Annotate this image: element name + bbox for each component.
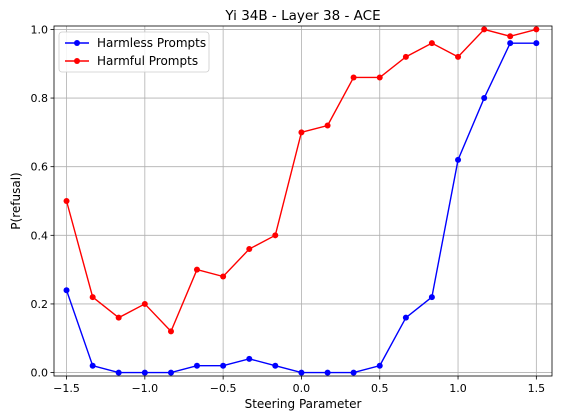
legend: Harmless Prompts Harmful Prompts — [58, 31, 210, 73]
harmless-prompts-point — [533, 40, 540, 47]
x-tick-label: −1.5 — [53, 382, 80, 395]
harmless-prompts-point — [63, 287, 70, 294]
harmful-prompts-point — [481, 26, 488, 33]
harmless-prompts-point — [220, 362, 227, 369]
harmful-prompts-point — [507, 33, 514, 40]
x-tick-label: 0.0 — [293, 382, 311, 395]
harmful-prompts-point — [63, 198, 70, 204]
x-tick-label: 1.5 — [528, 382, 546, 395]
plot-frame — [53, 25, 553, 377]
harmless-prompts-point — [193, 362, 200, 369]
harmful-prompts-point — [298, 129, 305, 136]
harmless-prompts-point — [428, 294, 435, 301]
harmful-prompts-point — [455, 53, 462, 60]
harmful-prompts-point — [402, 53, 409, 60]
harmless-prompts-point — [402, 314, 409, 321]
harmless-prompts-point — [324, 369, 331, 376]
y-axis-label: P(refusal) — [9, 172, 23, 229]
harmful-prompts-point — [220, 273, 227, 280]
x-tick-label: 0.5 — [371, 382, 389, 395]
legend-label-harmful-prompts: Harmful Prompts — [97, 54, 198, 68]
harmful-prompts-point — [193, 266, 200, 273]
harmless-prompts-point — [115, 369, 122, 376]
harmful-prompts-point — [376, 74, 383, 81]
harmless-prompts-point — [455, 156, 462, 163]
harmless-prompts-point — [298, 369, 305, 376]
y-tick-label: 0.0 — [31, 367, 49, 380]
harmful-prompts-point — [428, 40, 435, 47]
harmless-prompts-point — [141, 369, 148, 376]
y-tick-label: 0.8 — [31, 92, 49, 105]
harmful-prompts-point — [324, 122, 331, 129]
legend-marker-harmful-prompts — [74, 58, 80, 64]
axis-ticks: −1.5 −1.0 −0.5 0.0 0.5 1.0 1.5 0.0 0.2 0.4 0.6 0.8 1… — [31, 23, 546, 395]
harmful-prompts-point — [246, 246, 253, 253]
x-axis-label: Steering Parameter — [245, 397, 362, 411]
harmless-prompts-point — [246, 355, 253, 362]
harmful-prompts-point — [533, 26, 540, 33]
harmful-prompts-point — [350, 74, 357, 81]
harmful-prompts-point — [272, 232, 279, 239]
harmless-prompts-point — [89, 362, 96, 369]
harmful-prompts-point — [167, 328, 174, 335]
harmless-prompts-point — [272, 362, 279, 369]
legend-label-harmless-prompts: Harmless Prompts — [97, 36, 206, 50]
x-tick-label: −1.0 — [131, 382, 158, 395]
series-layer — [63, 26, 540, 376]
x-tick-label: 1.0 — [449, 382, 467, 395]
harmful-prompts-point — [141, 300, 148, 307]
harmless-prompts-point — [350, 369, 357, 376]
harmless-prompts-point — [167, 369, 174, 376]
legend-box — [58, 31, 210, 73]
harmless-prompts-point — [481, 95, 488, 102]
y-tick-label: 0.2 — [31, 298, 49, 311]
chart-title: Yi 34B - Layer 38 - ACE — [224, 8, 380, 24]
y-tick-label: 0.4 — [31, 229, 49, 242]
harmful-prompts-point — [89, 294, 96, 301]
x-tick-label: −0.5 — [210, 382, 237, 395]
legend-marker-harmless-prompts — [74, 40, 80, 46]
y-tick-label: 1.0 — [31, 23, 49, 36]
harmless-prompts-point — [376, 362, 383, 369]
harmless-prompts-point — [507, 40, 514, 47]
y-tick-label: 0.6 — [31, 161, 49, 174]
harmful-prompts-point — [115, 314, 122, 321]
